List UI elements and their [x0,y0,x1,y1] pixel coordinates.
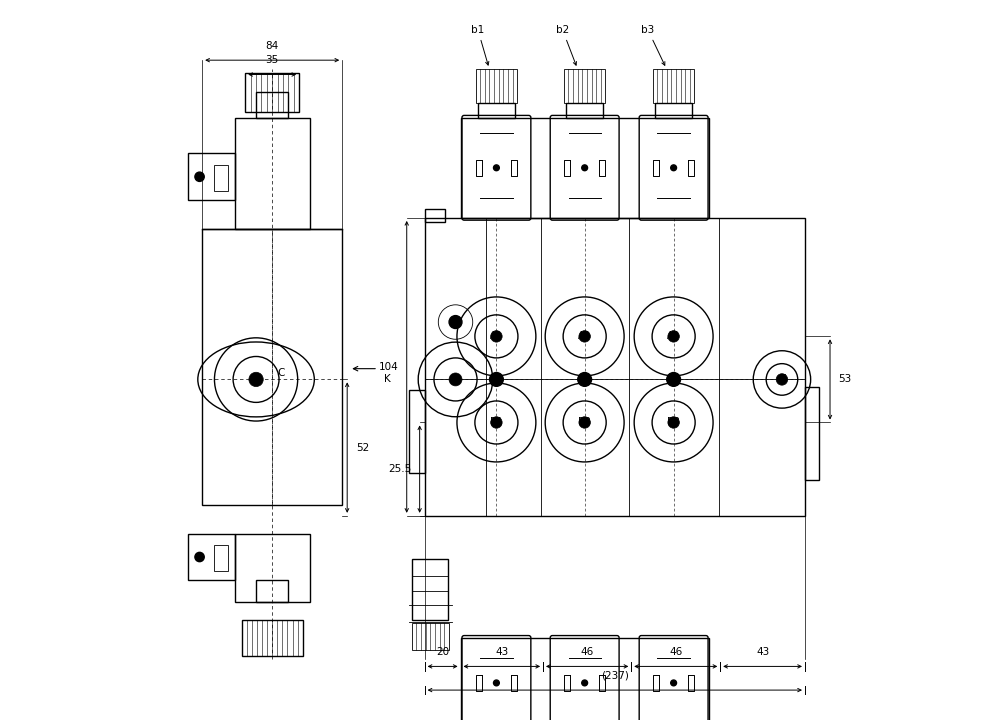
Bar [235,118,310,228]
Circle shape [195,552,204,562]
Circle shape [671,680,677,686]
Circle shape [449,315,462,328]
Circle shape [249,372,263,387]
Bar [188,153,235,200]
Text: 46: 46 [669,647,682,657]
Text: B1: B1 [490,417,503,427]
Circle shape [491,330,502,342]
Text: 53: 53 [839,375,852,385]
Text: P: P [453,375,459,385]
Text: a3: a3 [0,722,1,723]
Text: 43: 43 [495,647,508,657]
Circle shape [671,165,677,171]
Bar [214,165,228,191]
Circle shape [449,373,462,386]
Text: A2: A2 [578,331,591,341]
Text: B2: B2 [578,417,591,427]
Circle shape [490,372,503,386]
Text: b3: b3 [641,25,665,65]
Text: 84: 84 [266,40,279,51]
Circle shape [195,172,204,181]
Circle shape [668,416,679,428]
Circle shape [582,165,588,171]
Bar [409,390,425,473]
Bar [564,69,605,103]
Text: 35: 35 [266,55,279,65]
Text: A3: A3 [667,331,680,341]
Bar [461,638,709,723]
Bar [655,103,692,118]
Text: T: T [779,375,785,385]
Text: b1: b1 [471,25,489,65]
Text: B3: B3 [667,417,680,427]
Bar [245,73,299,112]
Text: 25.5: 25.5 [388,464,411,474]
Bar [235,534,310,602]
Circle shape [578,372,592,386]
Bar [425,209,445,221]
Circle shape [494,680,499,686]
Bar [412,559,448,620]
Text: K: K [384,374,391,384]
Bar [566,103,603,118]
Text: a1: a1 [0,722,1,723]
Bar [214,545,228,571]
Bar [476,69,517,103]
Text: b2: b2 [556,25,576,65]
Text: A1: A1 [490,331,503,341]
Circle shape [579,330,590,342]
Circle shape [776,374,788,385]
Bar [256,93,288,118]
Circle shape [668,330,679,342]
Text: 104: 104 [378,362,398,372]
Text: (237): (237) [601,671,629,681]
Circle shape [579,416,590,428]
Circle shape [491,416,502,428]
Text: C: C [278,368,285,378]
Text: 20: 20 [436,647,449,657]
Bar [188,534,235,581]
Bar [425,218,805,515]
Text: 43: 43 [756,647,769,657]
Text: 46: 46 [581,647,594,657]
Bar [805,387,819,480]
Text: 52: 52 [356,442,369,453]
Circle shape [582,680,588,686]
Text: a2: a2 [0,722,1,723]
Bar [412,623,449,650]
Bar [653,69,694,103]
Bar [256,581,288,602]
Circle shape [667,372,681,386]
Bar [478,103,515,118]
Bar [461,118,709,218]
Bar [202,228,342,505]
Bar [242,620,303,656]
Circle shape [494,165,499,171]
